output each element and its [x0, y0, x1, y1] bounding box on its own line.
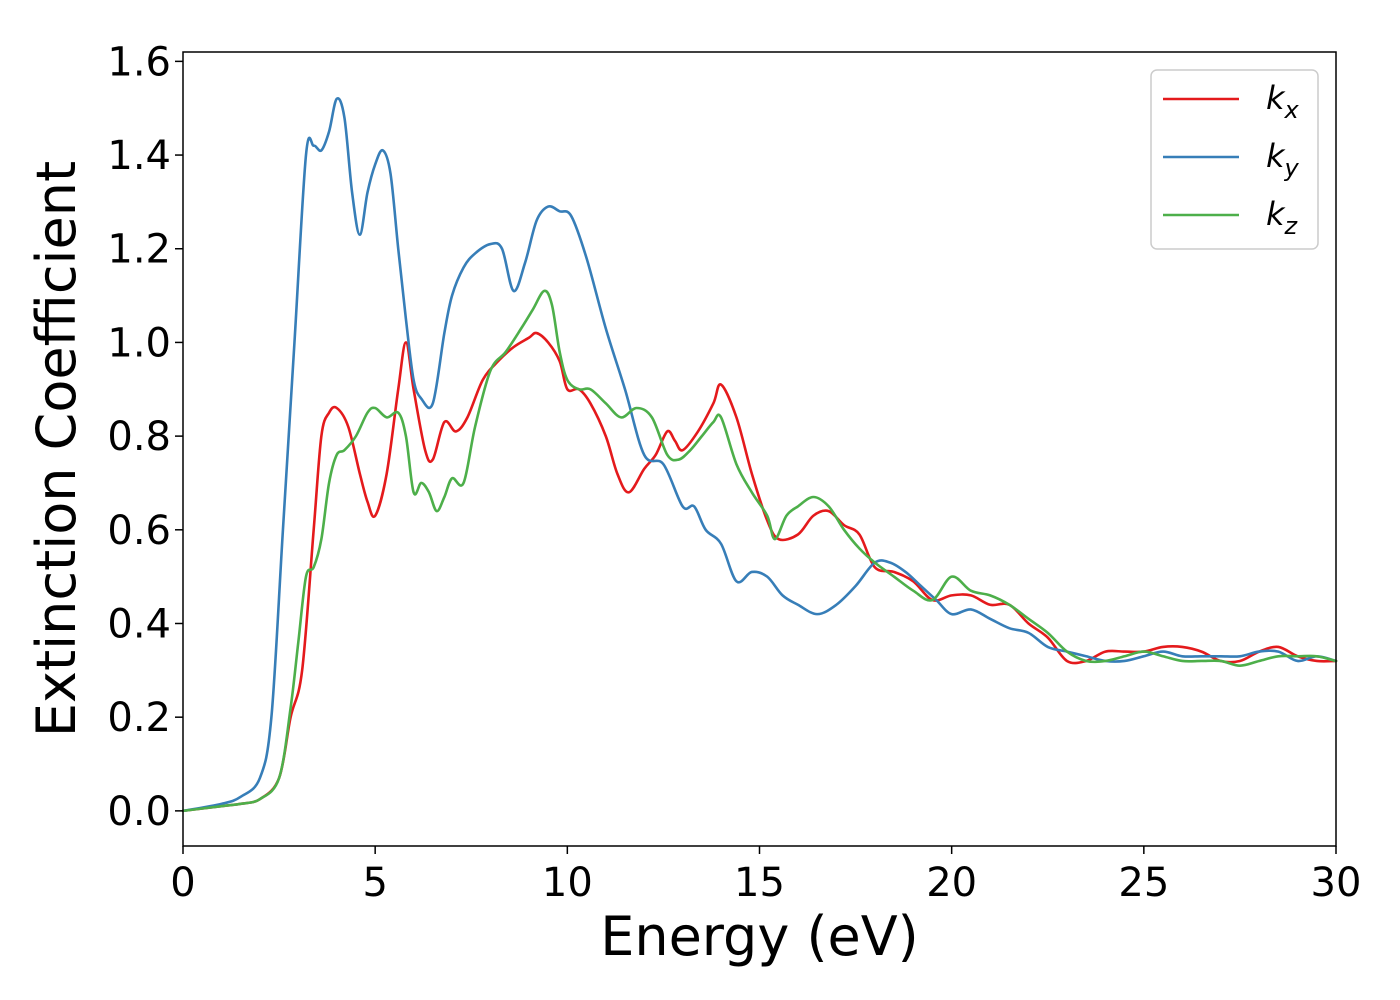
legend-box [1150, 69, 1319, 250]
y-tick-label: 1.2 [107, 227, 171, 273]
y-tick-label: 0.6 [107, 508, 171, 554]
y-axis-ticks: 0.0 0.2 0.4 0.6 0.8 1.0 1.2 1.4 1.6 [107, 39, 183, 835]
y-tick-label: 0.4 [107, 601, 171, 647]
x-tick-label: 0 [170, 860, 195, 906]
x-tick-label: 5 [362, 860, 387, 906]
y-tick-label: 1.6 [107, 39, 171, 85]
y-tick-label: 0.8 [107, 414, 171, 460]
y-axis-title: Extinction Coefficient [25, 161, 88, 737]
x-axis-ticks: 0 5 10 15 20 25 30 [170, 846, 1361, 906]
y-tick-label: 0.0 [107, 789, 171, 835]
y-tick-label: 1.0 [107, 320, 171, 366]
x-tick-label: 30 [1311, 860, 1362, 906]
x-axis-title: Energy (eV) [600, 905, 919, 968]
x-tick-label: 15 [734, 860, 785, 906]
series-lines [181, 97, 1338, 813]
series-line-ky [181, 97, 1338, 813]
series-line-kz [181, 289, 1338, 813]
x-tick-label: 20 [926, 860, 977, 906]
y-tick-label: 0.2 [107, 695, 171, 741]
x-tick-label: 10 [542, 860, 593, 906]
y-tick-label: 1.4 [107, 133, 171, 179]
x-tick-label: 25 [1118, 860, 1169, 906]
